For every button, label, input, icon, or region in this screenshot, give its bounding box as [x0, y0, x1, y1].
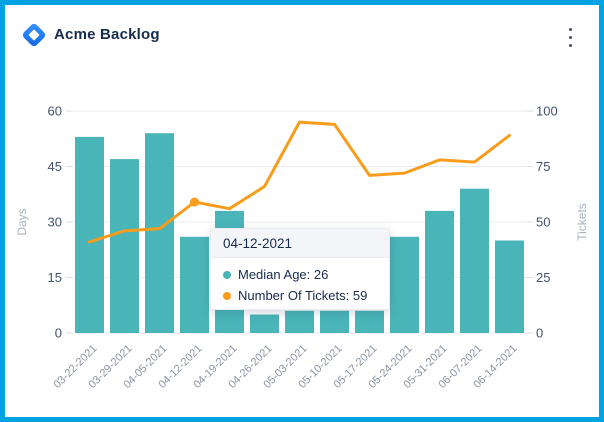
tooltip-date: 04-12-2021	[211, 229, 389, 258]
line-number-of-tickets[interactable]	[88, 120, 511, 244]
tooltip-row-text: Median Age: 26	[238, 267, 329, 282]
kebab-menu-icon[interactable]	[556, 20, 584, 54]
bar-median-age[interactable]	[145, 133, 174, 333]
tooltip-series-dot-icon	[223, 270, 231, 279]
bar-median-age[interactable]	[495, 240, 524, 334]
right-axis-name: Tickets	[575, 203, 589, 241]
chart-tooltip: 04-12-2021 Median Age: 26 Number Of Ticke…	[210, 228, 390, 310]
widget-header: Acme Backlog	[0, 0, 604, 60]
highlighted-line-point[interactable]	[190, 197, 199, 207]
logo-diamond-shape	[21, 22, 47, 48]
jira-diamond-logo-icon	[21, 22, 47, 48]
bar-median-age[interactable]	[180, 236, 209, 333]
tooltip-body: Median Age: 26 Number Of Tickets: 59	[211, 258, 389, 309]
bar-median-age[interactable]	[460, 188, 489, 333]
bar-median-age[interactable]	[250, 314, 279, 334]
tooltip-row-text: Number Of Tickets: 59	[238, 288, 368, 303]
right-axis-tick-label: 75	[536, 159, 550, 174]
bar-median-age[interactable]	[390, 236, 419, 333]
kebab-dot	[568, 27, 572, 31]
left-axis-tick-label: 30	[48, 215, 62, 230]
left-axis-tick-label: 45	[48, 159, 62, 174]
right-axis-tick-label: 50	[536, 215, 550, 230]
left-axis-name: Days	[15, 208, 29, 235]
left-axis-tick-label: 60	[48, 104, 62, 119]
bar-median-age[interactable]	[320, 310, 349, 333]
right-axis-tick-label: 0	[536, 326, 543, 341]
right-axis-tick-label: 25	[536, 270, 550, 285]
left-axis-tick-label: 15	[48, 270, 62, 285]
kebab-dot	[568, 35, 572, 39]
page-title: Acme Backlog	[54, 26, 160, 43]
bar-median-age[interactable]	[285, 310, 314, 333]
bar-median-age[interactable]	[425, 210, 454, 333]
bar-median-age[interactable]	[355, 310, 384, 333]
right-axis-tick-label: 100	[536, 104, 558, 119]
tooltip-row: Number Of Tickets: 59	[223, 285, 377, 306]
kebab-dot	[568, 43, 572, 47]
tooltip-series-dot-icon	[223, 291, 231, 300]
bar-median-age[interactable]	[75, 136, 104, 333]
tooltip-row: Median Age: 26	[223, 264, 377, 285]
logo-center-hole	[28, 29, 40, 41]
left-axis-tick-label: 0	[55, 326, 62, 341]
bar-median-age[interactable]	[110, 159, 139, 333]
